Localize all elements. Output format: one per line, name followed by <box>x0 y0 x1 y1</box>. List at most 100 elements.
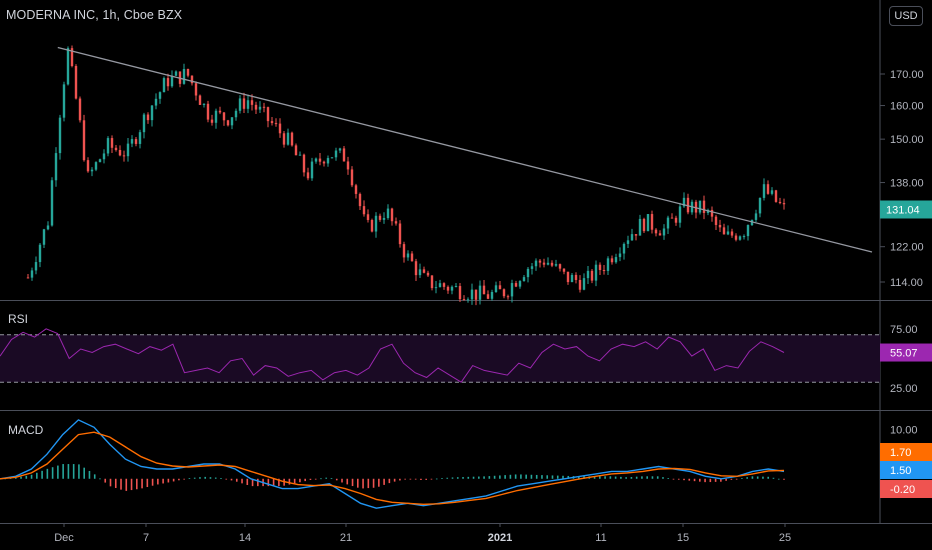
last-price-tag <box>880 200 932 219</box>
macd-histogram-bar <box>214 477 217 479</box>
macd-histogram-bar <box>425 478 428 480</box>
macd-histogram-bar <box>225 478 228 480</box>
candle <box>602 265 606 275</box>
candle-body <box>602 270 606 272</box>
candle <box>666 215 670 235</box>
candle-body <box>590 270 594 281</box>
candle-body <box>66 48 70 85</box>
macd-histogram-bar <box>462 477 464 479</box>
macd-histogram-bar <box>472 476 475 479</box>
macd-histogram-bar <box>783 478 785 480</box>
candle <box>754 209 758 223</box>
macd-histogram-bar <box>383 478 385 485</box>
candle-body <box>370 219 374 232</box>
macd-histogram-bar <box>704 478 706 483</box>
time-tick-label: 15 <box>677 532 689 544</box>
macd-histogram-bar <box>367 478 370 489</box>
macd-value-label: 1.70 <box>890 447 911 459</box>
macd-histogram-bar <box>130 478 133 491</box>
candle <box>186 68 190 78</box>
candle-body <box>286 132 290 145</box>
candle <box>410 251 414 262</box>
candle <box>170 70 174 88</box>
candle <box>266 106 270 128</box>
candle <box>374 212 378 238</box>
candle-body <box>110 138 114 148</box>
macd-histogram-bar <box>341 478 343 483</box>
candle-body <box>390 208 394 222</box>
candle-body <box>458 286 462 300</box>
macd-histogram-bar <box>414 478 417 480</box>
candle-body <box>406 253 410 258</box>
candle <box>566 271 570 285</box>
candle-body <box>710 209 714 217</box>
macd-histogram-bar <box>114 478 117 488</box>
candle <box>262 102 266 113</box>
macd-histogram-bar <box>451 477 454 479</box>
candle <box>726 225 730 236</box>
candle-body <box>402 244 406 258</box>
candle <box>522 275 526 282</box>
candle <box>210 114 214 126</box>
candle-body <box>502 289 506 297</box>
candle-body <box>650 214 654 230</box>
candle-body <box>226 120 230 126</box>
candle <box>78 96 82 123</box>
candle <box>330 157 334 159</box>
candle-body <box>562 268 566 272</box>
candle <box>138 129 142 149</box>
candle-body <box>94 162 98 170</box>
candle <box>554 259 558 267</box>
macd-histogram-bar <box>304 478 306 482</box>
candle-body <box>746 225 750 237</box>
candle-body <box>782 203 786 205</box>
macd-histogram-bar <box>99 478 101 480</box>
candle-body <box>262 106 266 108</box>
candle <box>614 253 618 264</box>
candle <box>414 258 418 281</box>
candle-body <box>714 216 718 225</box>
macd-histogram-bar <box>762 476 764 479</box>
candle <box>182 63 186 85</box>
candle-body <box>682 197 686 207</box>
candle <box>166 73 170 91</box>
candle-body <box>298 154 302 156</box>
macd-histogram-bar <box>688 478 691 481</box>
macd-histogram-bar <box>409 478 412 480</box>
candle <box>230 117 234 130</box>
macd-histogram-bar <box>362 478 364 489</box>
candle-body <box>70 48 74 67</box>
currency-button[interactable]: USD <box>889 6 923 26</box>
candle <box>626 235 630 248</box>
candle <box>694 199 698 219</box>
candle <box>638 214 642 236</box>
candle-body <box>322 161 326 164</box>
macd-histogram-bar <box>541 475 543 479</box>
macd-histogram-bar <box>525 474 527 479</box>
candle-body <box>490 291 494 299</box>
macd-histogram-bar <box>709 478 712 483</box>
candle-body <box>38 244 42 263</box>
candle <box>550 260 554 268</box>
price-tick-label: 170.00 <box>890 69 924 81</box>
axis-layer: 114.00122.00130.00138.00150.00160.00170.… <box>54 69 932 544</box>
candle <box>402 241 406 263</box>
macd-histogram-bar <box>351 478 354 487</box>
macd-histogram-bar <box>767 476 770 479</box>
candle <box>458 283 462 302</box>
macd-value-label: 1.50 <box>890 465 911 477</box>
macd-histogram-bar <box>25 475 28 479</box>
candle <box>438 279 442 288</box>
candle-body <box>154 98 158 106</box>
macd-histogram-bar <box>556 475 559 479</box>
candle-body <box>306 172 310 179</box>
candle-body <box>498 285 502 290</box>
macd-histogram-bar <box>630 477 633 479</box>
candle <box>546 257 550 266</box>
candle <box>518 280 522 289</box>
candle-body <box>102 153 106 160</box>
candle-body <box>770 190 774 194</box>
macd-histogram-bar <box>399 478 401 481</box>
macd-histogram-bar <box>335 478 338 481</box>
